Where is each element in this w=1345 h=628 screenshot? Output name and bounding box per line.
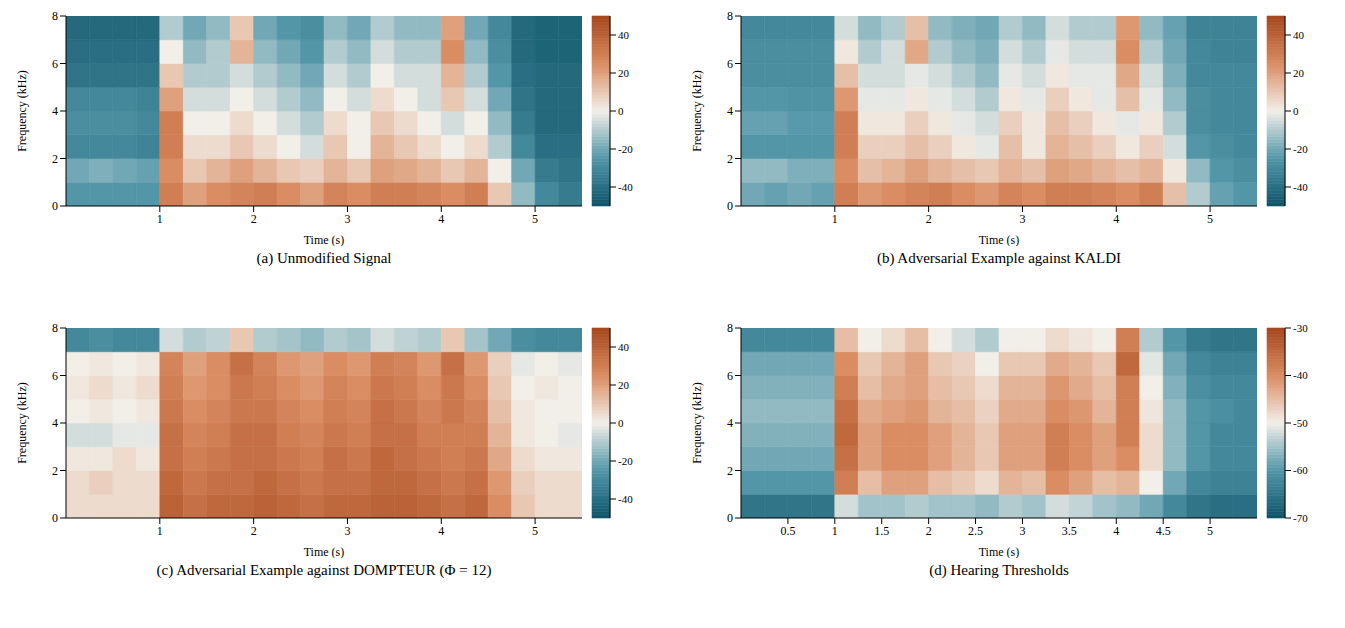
- svg-text:-40: -40: [618, 493, 633, 505]
- svg-text:0: 0: [727, 511, 733, 525]
- svg-text:-20: -20: [618, 143, 633, 155]
- svg-text:Time (s): Time (s): [304, 233, 345, 246]
- svg-text:4: 4: [52, 416, 58, 430]
- svg-text:Frequency (kHz): Frequency (kHz): [15, 382, 29, 464]
- svg-text:4: 4: [438, 212, 444, 226]
- svg-text:-20: -20: [618, 455, 633, 467]
- svg-text:2: 2: [251, 212, 257, 226]
- svg-text:-20: -20: [1293, 143, 1308, 155]
- svg-text:Frequency (kHz): Frequency (kHz): [690, 70, 704, 152]
- svg-text:5: 5: [1207, 212, 1213, 226]
- svg-text:8: 8: [727, 321, 733, 335]
- svg-text:3: 3: [1019, 524, 1025, 538]
- html-text:(a) Unmodified Signal: (a) Unmodified Signal: [256, 250, 392, 266]
- svg-text:-70: -70: [1293, 512, 1308, 524]
- svg-text:4: 4: [438, 524, 444, 538]
- svg-text:2: 2: [52, 464, 58, 478]
- svg-text:2: 2: [727, 152, 733, 166]
- svg-text:Frequency (kHz): Frequency (kHz): [690, 382, 704, 464]
- svg-text:3: 3: [1019, 212, 1025, 226]
- svg-text:40: 40: [618, 29, 630, 41]
- svg-text:6: 6: [52, 369, 58, 383]
- svg-text:20: 20: [618, 67, 630, 79]
- svg-text:Time (s): Time (s): [979, 545, 1020, 558]
- svg-text:Time (s): Time (s): [979, 233, 1020, 246]
- svg-text:5: 5: [532, 524, 538, 538]
- html-text:(d) Hearing Thresholds: (d) Hearing Thresholds: [929, 562, 1069, 578]
- svg-text:0: 0: [618, 417, 624, 429]
- svg-text:-30: -30: [1293, 322, 1308, 334]
- svg-text:5: 5: [532, 212, 538, 226]
- svg-text:-40: -40: [618, 181, 633, 193]
- svg-text:2: 2: [52, 152, 58, 166]
- svg-text:-40: -40: [1293, 181, 1308, 193]
- svg-text:2: 2: [926, 212, 932, 226]
- svg-text:6: 6: [727, 369, 733, 383]
- svg-text:4.5: 4.5: [1156, 524, 1171, 538]
- html-text:(c) Adversarial Example agains: (c) Adversarial Example against DOMPTEUR…: [156, 562, 492, 578]
- svg-text:0: 0: [1293, 105, 1299, 117]
- svg-text:-60: -60: [1293, 464, 1308, 476]
- svg-text:4: 4: [1113, 524, 1119, 538]
- svg-text:8: 8: [52, 321, 58, 335]
- svg-text:6: 6: [727, 57, 733, 71]
- svg-text:Time (s): Time (s): [304, 545, 345, 558]
- svg-text:5: 5: [1207, 524, 1213, 538]
- svg-text:40: 40: [618, 341, 630, 353]
- svg-text:1: 1: [832, 212, 838, 226]
- svg-text:2: 2: [727, 464, 733, 478]
- svg-text:2.5: 2.5: [968, 524, 983, 538]
- svg-text:1.5: 1.5: [874, 524, 889, 538]
- html-text:(b) Adversarial Example agains: (b) Adversarial Example against KALDI: [877, 250, 1121, 266]
- svg-text:2: 2: [251, 524, 257, 538]
- svg-text:6: 6: [52, 57, 58, 71]
- svg-text:8: 8: [52, 9, 58, 23]
- svg-text:1: 1: [157, 524, 163, 538]
- svg-text:0.5: 0.5: [780, 524, 795, 538]
- svg-text:3.5: 3.5: [1062, 524, 1077, 538]
- svg-text:0: 0: [618, 105, 624, 117]
- svg-text:8: 8: [727, 9, 733, 23]
- svg-text:4: 4: [727, 416, 733, 430]
- svg-text:1: 1: [832, 524, 838, 538]
- svg-text:0: 0: [52, 199, 58, 213]
- svg-text:4: 4: [52, 104, 58, 118]
- svg-text:2: 2: [926, 524, 932, 538]
- svg-text:1: 1: [157, 212, 163, 226]
- svg-text:0: 0: [727, 199, 733, 213]
- svg-text:0: 0: [52, 511, 58, 525]
- svg-text:3: 3: [344, 212, 350, 226]
- svg-text:Frequency (kHz): Frequency (kHz): [15, 70, 29, 152]
- svg-text:3: 3: [344, 524, 350, 538]
- svg-text:20: 20: [618, 379, 630, 391]
- svg-text:-50: -50: [1293, 417, 1308, 429]
- svg-text:20: 20: [1293, 67, 1305, 79]
- svg-text:-40: -40: [1293, 369, 1308, 381]
- svg-text:4: 4: [727, 104, 733, 118]
- svg-text:4: 4: [1113, 212, 1119, 226]
- svg-text:40: 40: [1293, 29, 1305, 41]
